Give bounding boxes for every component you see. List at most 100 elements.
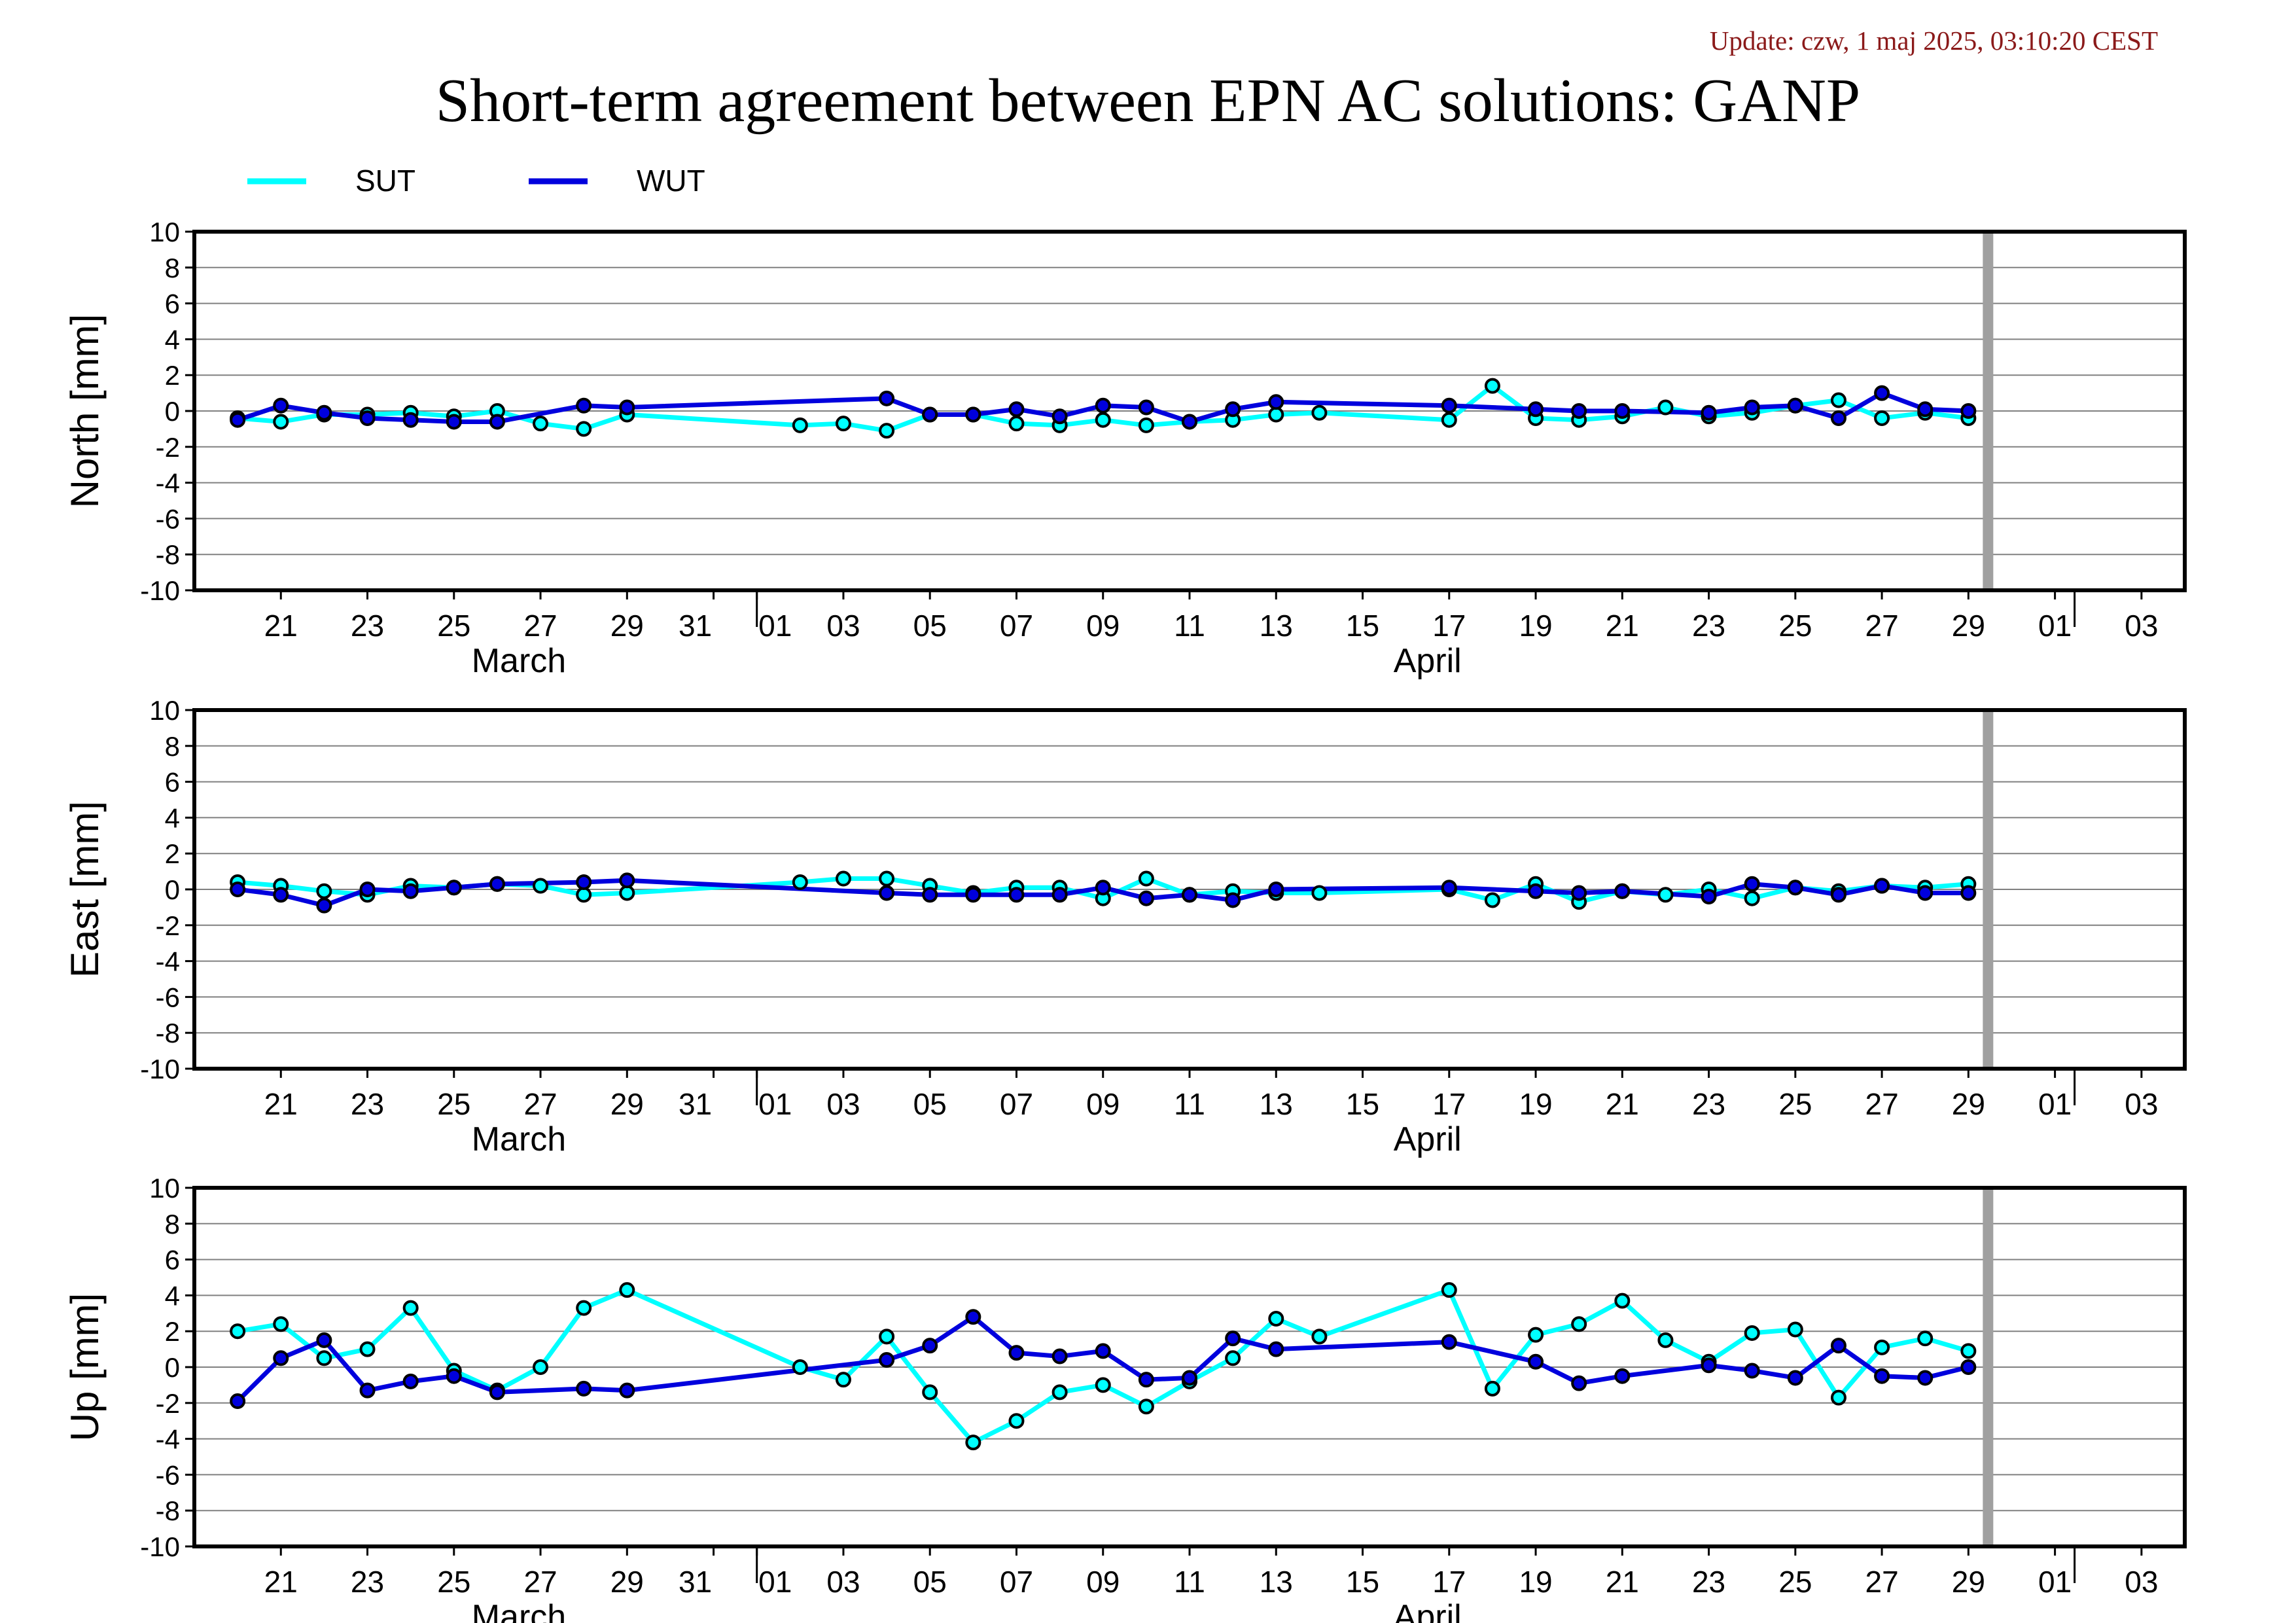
data-point-wut <box>359 1382 376 1399</box>
data-point-wut <box>1268 882 1284 897</box>
x-tick-label: 29 <box>610 1087 644 1121</box>
x-tick-label: 25 <box>1778 609 1812 643</box>
x-tick-label: 21 <box>264 609 298 643</box>
data-point-wut <box>402 883 419 899</box>
y-tick-label: -2 <box>156 432 180 463</box>
data-point-wut <box>1008 887 1025 903</box>
data-point-wut <box>1917 885 1934 901</box>
data-point-sut <box>1787 1321 1803 1338</box>
y-tick-label: -2 <box>156 1388 180 1419</box>
data-point-sut <box>576 1300 592 1316</box>
x-tick-label: 23 <box>1692 1087 1725 1121</box>
data-point-wut <box>1225 401 1241 418</box>
x-tick-label: 27 <box>1865 1087 1899 1121</box>
y-tick-label: -4 <box>156 1424 180 1455</box>
data-point-wut <box>1787 1370 1803 1386</box>
x-tick-label: 25 <box>437 1565 470 1599</box>
data-point-wut <box>1268 394 1284 410</box>
data-point-sut <box>1744 890 1760 906</box>
data-point-wut <box>1225 892 1241 908</box>
data-point-sut <box>1311 404 1328 421</box>
data-point-wut <box>1008 401 1025 418</box>
data-point-wut <box>922 406 938 423</box>
data-point-sut <box>1614 1293 1631 1309</box>
y-tick-label: 8 <box>165 1209 180 1240</box>
x-tick-label: 21 <box>1606 609 1639 643</box>
y-tick-label: 4 <box>165 802 180 833</box>
data-point-sut <box>1138 1399 1154 1415</box>
data-point-sut <box>1528 1327 1544 1343</box>
data-point-sut <box>1571 1316 1587 1332</box>
data-point-sut <box>273 414 289 430</box>
data-point-sut <box>1484 892 1500 908</box>
data-point-sut <box>1960 1343 1977 1359</box>
data-point-wut <box>576 874 592 891</box>
data-point-sut <box>965 1435 981 1451</box>
x-tick-label: 03 <box>2125 1565 2158 1599</box>
data-point-wut <box>1874 1368 1890 1384</box>
data-point-sut <box>835 1372 851 1388</box>
data-point-sut <box>1268 406 1284 423</box>
today-marker <box>1983 710 1994 1069</box>
x-tick-label: 17 <box>1432 1565 1466 1599</box>
data-point-wut <box>230 1393 246 1410</box>
data-point-wut <box>576 1380 592 1397</box>
x-tick-label: 13 <box>1260 609 1293 643</box>
y-tick-label: 10 <box>149 1173 180 1204</box>
data-point-wut <box>619 399 635 416</box>
x-tick-label: 15 <box>1346 609 1379 643</box>
data-point-wut <box>1701 888 1717 904</box>
x-tick-label: 07 <box>1000 1087 1033 1121</box>
data-point-sut <box>792 417 808 433</box>
data-point-sut <box>879 1329 895 1345</box>
x-tick-label: 09 <box>1086 609 1120 643</box>
data-point-wut <box>446 414 462 430</box>
data-point-wut <box>273 1350 289 1366</box>
data-point-wut <box>965 887 981 903</box>
data-point-wut <box>922 887 938 903</box>
data-point-wut <box>1960 885 1977 901</box>
data-point-sut <box>1830 1389 1846 1406</box>
data-point-wut <box>230 882 246 897</box>
data-point-sut <box>922 1384 938 1400</box>
data-point-sut <box>792 874 808 891</box>
data-point-wut <box>446 880 462 896</box>
data-point-wut <box>1138 1372 1154 1388</box>
data-point-wut <box>922 1338 938 1354</box>
x-tick-label: 13 <box>1260 1087 1293 1121</box>
panel-1: 10 8 6 4 2 0 -2 -4 -6 -8 -10 North [mm] 21 23 25 27 29 31… <box>63 217 2187 680</box>
data-point-wut <box>1571 1375 1587 1391</box>
x-tick-label: 01 <box>758 1565 792 1599</box>
x-tick-label: 17 <box>1432 1087 1466 1121</box>
today-marker <box>1983 232 1994 590</box>
data-point-wut <box>273 397 289 414</box>
x-tick-label: 03 <box>826 609 860 643</box>
data-point-wut <box>619 872 635 889</box>
month-label: March <box>472 1120 566 1158</box>
y-tick-label: 4 <box>165 1280 180 1311</box>
data-point-sut <box>1744 1325 1760 1341</box>
x-tick-label: 27 <box>1865 1565 1899 1599</box>
data-point-wut <box>1960 1359 1977 1375</box>
data-point-wut <box>316 897 332 914</box>
month-label: March <box>472 1598 566 1623</box>
data-point-sut <box>1917 1330 1934 1347</box>
data-point-wut <box>1830 887 1846 903</box>
x-tick-label: 25 <box>437 609 470 643</box>
data-point-sut <box>1441 412 1457 428</box>
x-tick-label: 03 <box>2125 609 2158 643</box>
data-point-wut <box>1614 403 1631 419</box>
data-point-wut <box>273 887 289 903</box>
x-tick-label: 29 <box>1952 1087 1985 1121</box>
data-point-sut <box>619 885 635 901</box>
y-tick-label: -6 <box>156 982 180 1012</box>
data-point-wut <box>879 885 895 901</box>
month-label: March <box>472 642 566 680</box>
data-point-wut <box>1182 414 1197 430</box>
x-tick-label: 23 <box>351 1087 384 1121</box>
data-point-wut <box>1182 887 1197 903</box>
y-tick-label: -2 <box>156 910 180 941</box>
y-tick-label: -4 <box>156 946 180 977</box>
y-tick-label: 2 <box>165 360 180 391</box>
data-point-wut <box>1830 410 1846 426</box>
